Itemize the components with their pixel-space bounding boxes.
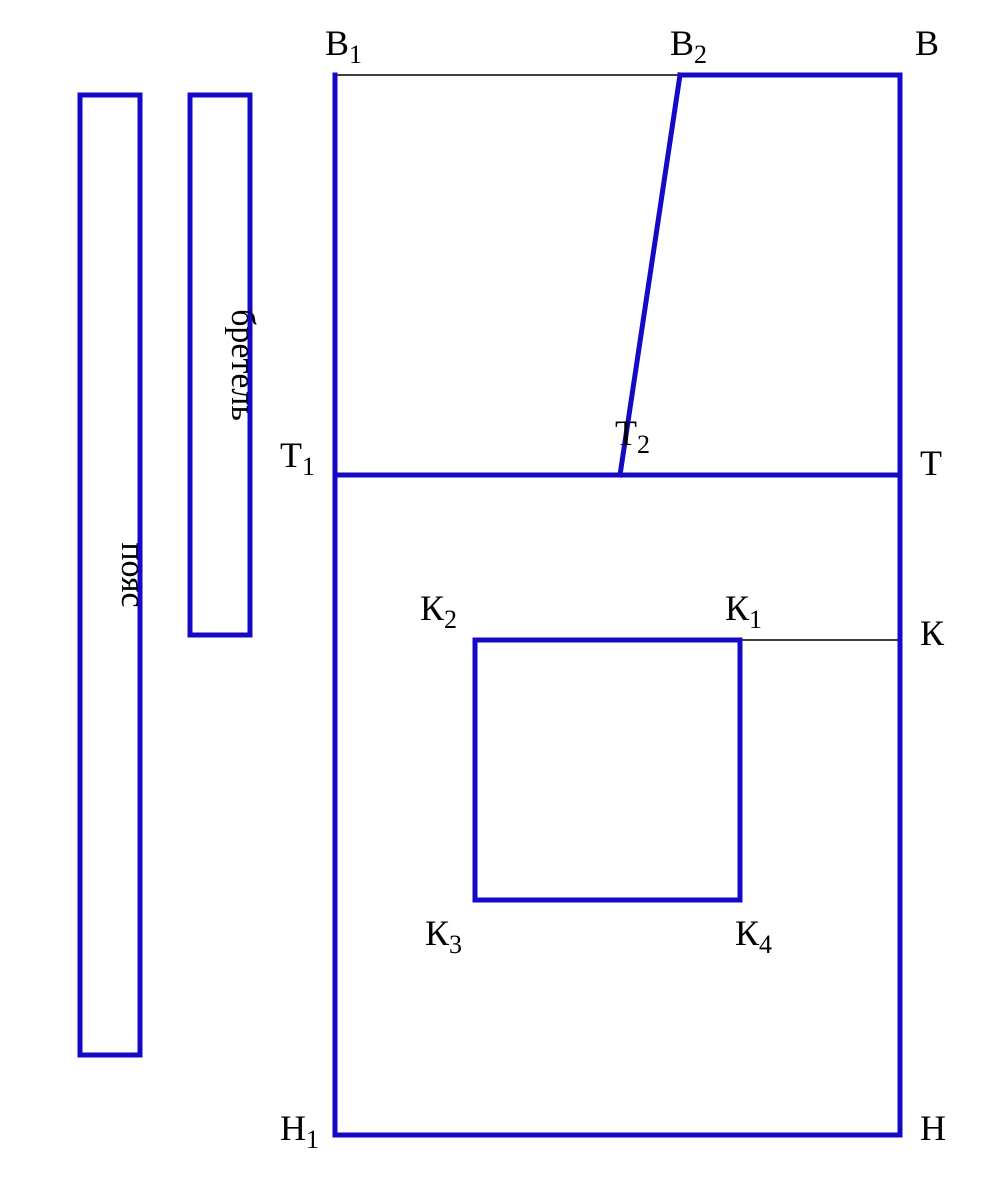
sewing-pattern-diagram: поясбретельВ1В2ВТ1Т2ТК2К1КК3К4Н1Н [0,0,985,1200]
point-label-T: Т [920,443,942,483]
strap-label-bretel: бретель [224,309,261,421]
point-label-H: Н [920,1108,946,1148]
point-label-B: В [915,23,939,63]
strap-label-poyas: пояс [114,542,151,607]
point-label-K: К [920,613,945,653]
